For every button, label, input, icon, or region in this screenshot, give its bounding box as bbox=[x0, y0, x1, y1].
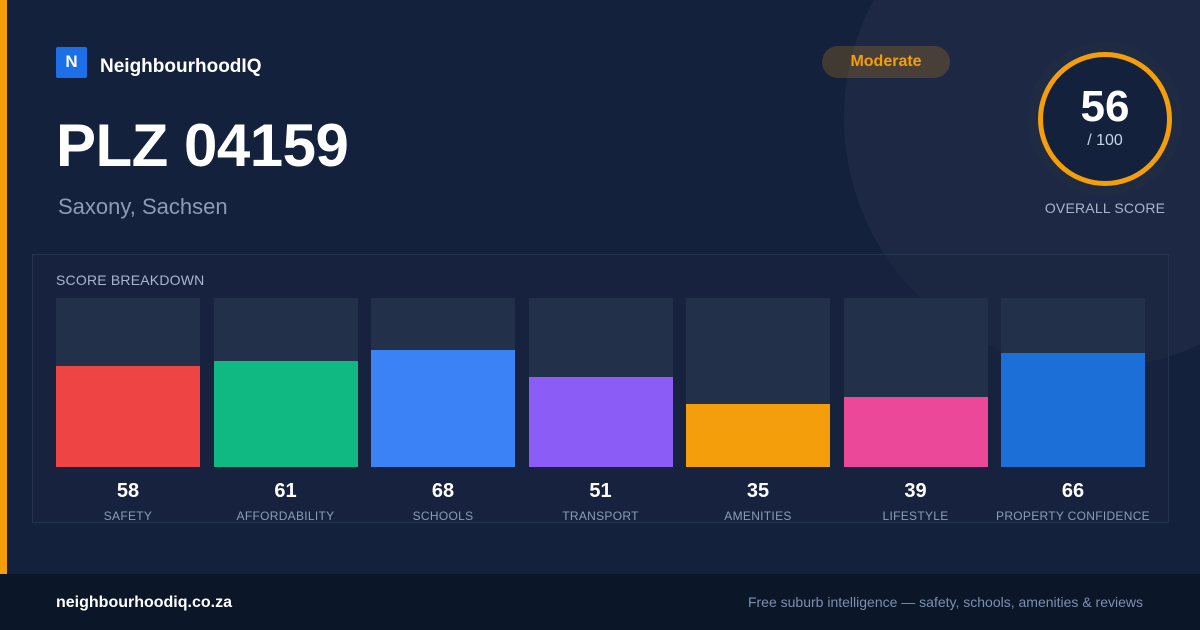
bar-value: 51 bbox=[589, 480, 612, 502]
bar-track bbox=[56, 298, 200, 467]
bar-fill bbox=[213, 361, 358, 467]
bar-label: SCHOOLS bbox=[412, 509, 474, 523]
footer-site-link[interactable]: neighbourhoodiq.co.za bbox=[56, 594, 232, 611]
overall-score-ring: 56 / 100 bbox=[1028, 42, 1182, 196]
footer-tagline: Free suburb intelligence — safety, schoo… bbox=[747, 594, 1143, 610]
breakdown-item-lifestyle: 39 LIFESTYLE bbox=[843, 298, 988, 523]
overall-score-max: / 100 bbox=[1087, 132, 1123, 149]
bar-value: 39 bbox=[904, 480, 927, 502]
bar-label: TRANSPORT bbox=[562, 509, 639, 523]
overall-score-caption: OVERALL SCORE bbox=[1044, 200, 1166, 216]
bar-label: PROPERTY CONFIDENCE bbox=[996, 509, 1150, 523]
breakdown-bars: 58 SAFETY 61 AFFORDABILITY 68 SCHOOLS 51 TRANSP… bbox=[56, 298, 1150, 523]
breakdown-item-affordability: 61 AFFORDABILITY bbox=[213, 298, 358, 523]
bar-value: 68 bbox=[431, 480, 455, 502]
breakdown-item-safety: 58 SAFETY bbox=[56, 298, 200, 523]
bar-track bbox=[1001, 298, 1145, 467]
bar-label: SAFETY bbox=[103, 509, 153, 523]
bar-value: 61 bbox=[274, 480, 297, 502]
page-title: PLZ 04159 bbox=[56, 112, 349, 179]
bar-fill bbox=[371, 350, 515, 467]
bar-fill bbox=[686, 404, 830, 467]
bar-value: 58 bbox=[116, 480, 140, 502]
breakdown-item-amenities: 35 AMENITIES bbox=[686, 298, 830, 523]
brand[interactable]: N NeighbourhoodIQ bbox=[56, 46, 261, 78]
bar-track bbox=[371, 298, 515, 467]
bar-track bbox=[843, 298, 988, 467]
bar-fill bbox=[1001, 353, 1145, 467]
breakdown-item-property-confidence: 66 PROPERTY CONFIDENCE bbox=[996, 298, 1150, 523]
bar-track bbox=[528, 298, 673, 467]
overall-score-circle: 56 / 100 bbox=[1038, 52, 1172, 186]
score-breakdown-panel: SCORE BREAKDOWN 58 SAFETY 61 AFFORDABILITY 6… bbox=[32, 254, 1169, 523]
bar-value: 66 bbox=[1061, 480, 1085, 502]
bar-fill bbox=[528, 377, 673, 467]
breakdown-item-transport: 51 TRANSPORT bbox=[528, 298, 673, 523]
bar-label: AMENITIES bbox=[724, 509, 792, 523]
footer: neighbourhoodiq.co.za Free suburb intell… bbox=[0, 574, 1200, 630]
breakdown-item-schools: 68 SCHOOLS bbox=[371, 298, 515, 523]
bar-label: LIFESTYLE bbox=[882, 509, 949, 523]
bar-track bbox=[213, 298, 358, 467]
breakdown-title: SCORE BREAKDOWN bbox=[56, 272, 205, 288]
overall-score-value: 56 bbox=[1080, 82, 1130, 131]
bar-fill bbox=[56, 366, 200, 467]
bar-label: AFFORDABILITY bbox=[236, 509, 335, 523]
rating-badge: Moderate bbox=[822, 46, 950, 78]
accent-bar bbox=[0, 0, 7, 574]
brand-logo-icon: N bbox=[56, 46, 87, 78]
bar-track bbox=[686, 298, 830, 467]
brand-name: NeighbourhoodIQ bbox=[100, 56, 262, 77]
region-subtitle: Saxony, Sachsen bbox=[58, 194, 228, 219]
bar-value: 35 bbox=[746, 480, 770, 502]
bar-fill bbox=[843, 397, 988, 467]
